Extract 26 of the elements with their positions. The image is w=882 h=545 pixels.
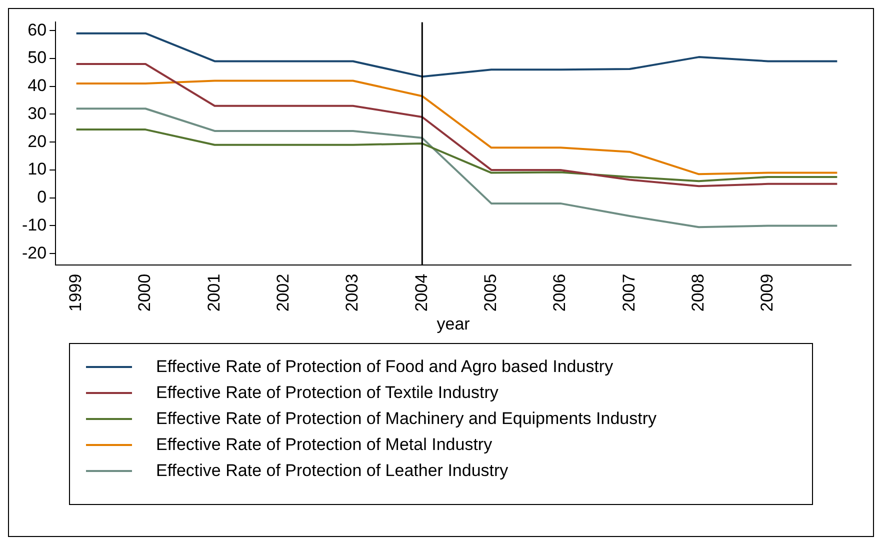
x-tick-label: 2003 (342, 274, 362, 312)
legend-label: Effective Rate of Protection of Leather Industry (156, 461, 508, 481)
y-tick-label: 20 (28, 132, 47, 151)
x-tick-label: 2008 (688, 274, 708, 312)
x-tick-label: 2006 (550, 274, 570, 312)
y-tick-label: -10 (22, 215, 47, 234)
legend-label: Effective Rate of Protection of Metal Industry (156, 435, 492, 455)
x-tick-label: 2002 (274, 274, 293, 312)
x-tick-label: 2005 (481, 274, 500, 312)
x-tick-label: 2007 (619, 274, 638, 312)
legend-label: Effective Rate of Protection of Food and Agro based Industry (156, 357, 614, 377)
y-tick-label: 60 (28, 20, 47, 40)
x-tick-label: 2004 (412, 274, 431, 312)
y-tick-label: 0 (37, 188, 47, 207)
y-tick-label: 50 (28, 48, 47, 68)
y-tick-label: -20 (22, 243, 47, 262)
x-tick-label: 2000 (135, 274, 154, 312)
x-axis-title: year (436, 314, 470, 334)
legend-label: Effective Rate of Protection of Textile Industry (156, 383, 498, 403)
x-tick-label: 2001 (204, 274, 224, 312)
y-tick-label: 40 (28, 76, 47, 96)
y-tick-label: 30 (28, 104, 47, 123)
legend-label: Effective Rate of Protection of Machinery and Equipments Industry (156, 409, 657, 429)
x-tick-label: 2009 (758, 274, 777, 312)
x-tick-label: 1999 (66, 274, 86, 312)
y-tick-label: 10 (28, 160, 47, 179)
